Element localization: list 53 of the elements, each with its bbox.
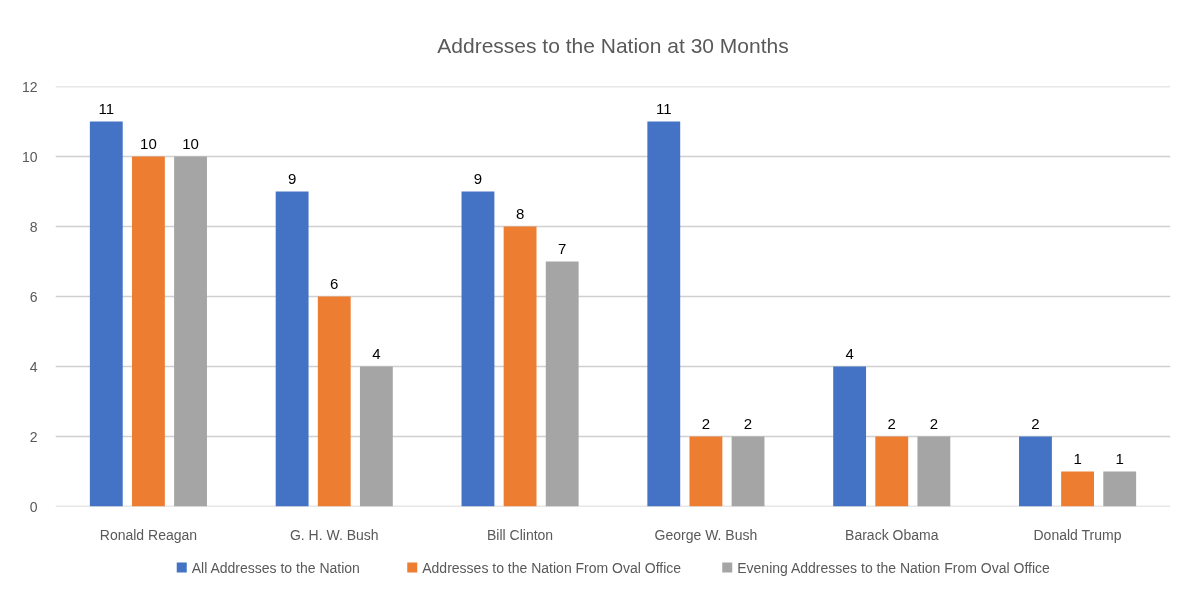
y-tick-label: 4 <box>29 358 38 375</box>
bar <box>317 296 351 507</box>
y-tick-label: 10 <box>21 148 38 165</box>
data-label: 2 <box>1031 414 1040 432</box>
data-label: 2 <box>929 414 939 432</box>
y-tick-label: 12 <box>21 78 38 95</box>
data-label: 4 <box>845 344 854 362</box>
y-tick-label: 8 <box>29 218 38 235</box>
y-tick-label: 6 <box>29 288 38 305</box>
bar <box>359 366 393 507</box>
bar <box>89 121 123 507</box>
bar <box>731 436 765 507</box>
y-tick-label: 0 <box>29 498 38 515</box>
data-label: 10 <box>140 134 157 152</box>
bar <box>917 436 951 507</box>
x-tick-label: Donald Trump <box>1033 526 1122 543</box>
x-tick-label: Ronald Reagan <box>99 526 198 543</box>
data-label: 10 <box>182 134 199 152</box>
data-label: 7 <box>558 239 567 257</box>
chart-title: Addresses to the Nation at 30 Months <box>437 33 789 57</box>
bar <box>503 226 537 507</box>
bar <box>1019 436 1052 507</box>
x-tick-label: Bill Clinton <box>487 526 554 543</box>
bar <box>689 436 723 507</box>
data-label: 6 <box>330 274 339 292</box>
data-label: 9 <box>473 169 483 187</box>
data-label: 4 <box>372 344 381 362</box>
bar <box>833 366 867 507</box>
data-label: 1 <box>1073 449 1082 467</box>
bar <box>174 156 207 507</box>
legend-label: All Addresses to the Nation <box>191 559 360 576</box>
bar <box>1103 471 1137 507</box>
legend-label: Evening Addresses to the Nation From Oval Office <box>737 559 1051 576</box>
bar <box>545 261 579 507</box>
data-label: 2 <box>887 414 896 432</box>
data-label: 8 <box>515 204 525 222</box>
data-label: 2 <box>701 414 711 432</box>
x-tick-label: Barack Obama <box>845 526 939 543</box>
data-label: 9 <box>287 169 297 187</box>
data-label: 1 <box>1115 449 1124 467</box>
x-tick-label: G. H. W. Bush <box>289 526 379 543</box>
data-label: 11 <box>98 99 115 117</box>
x-tick-label: George W. Bush <box>654 526 758 543</box>
bar <box>461 191 495 507</box>
data-label: 2 <box>743 414 753 432</box>
bar <box>875 436 909 507</box>
bar <box>131 156 165 507</box>
y-tick-label: 2 <box>29 428 38 445</box>
bar <box>1061 471 1095 507</box>
bar <box>647 121 681 507</box>
legend-label: Addresses to the Nation From Oval Office <box>422 559 682 576</box>
data-label: 11 <box>656 99 672 117</box>
bar <box>275 191 309 507</box>
